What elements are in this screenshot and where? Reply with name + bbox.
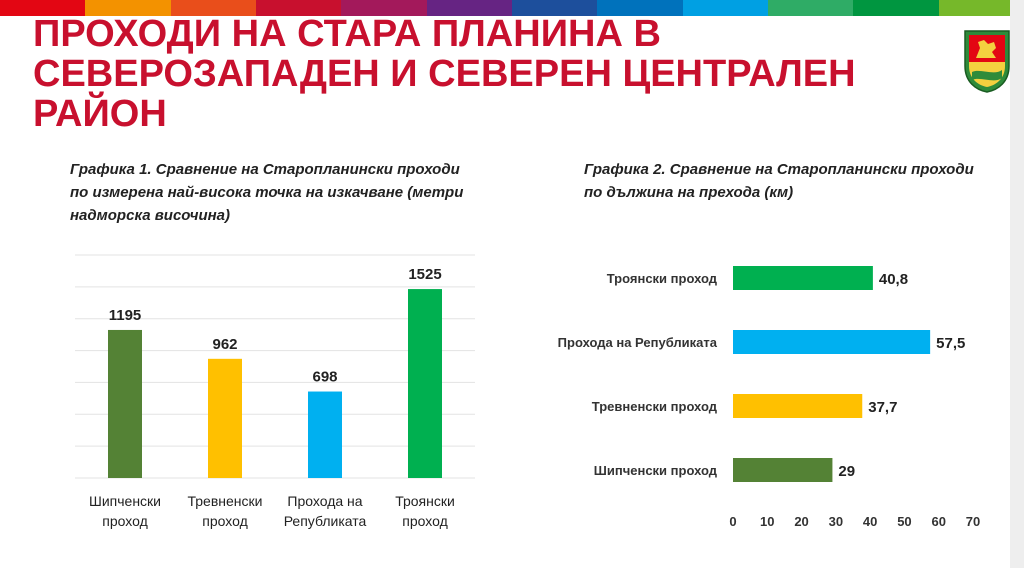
stripe-segment (426, 0, 512, 16)
category-label-2: Тревненски проход (188, 493, 263, 529)
category-label-1: Шипченски проход (89, 493, 161, 529)
bar-3 (733, 394, 863, 418)
category-label-1: Троянски проход (607, 271, 718, 286)
data-label-2: 57,5 (936, 335, 965, 352)
data-label-3: 698 (312, 369, 337, 386)
chart1-title: Графика 1. Сравнение на Старопланински п… (70, 161, 464, 224)
category-label-4: Шипченски проход (594, 463, 718, 478)
tick-label-6: 50 (897, 514, 911, 529)
data-label-4: 29 (838, 463, 855, 480)
elevation-bar-chart: 1195 Шипченски проход 962 Тревненски проход 69… (75, 254, 475, 529)
tick-label-1: 0 (729, 514, 736, 529)
stripe-segment (938, 0, 1024, 16)
bar-1 (108, 329, 142, 478)
stripe-segment (85, 0, 171, 16)
category-label-2: Прохода на Републиката (558, 335, 718, 350)
data-label-1: 1195 (109, 307, 142, 324)
data-label-1: 40,8 (879, 271, 908, 288)
stripe-segment (0, 0, 86, 16)
data-label-2: 962 (212, 336, 237, 353)
category-label-3: Прохода на Републиката (284, 493, 367, 529)
stripe-segment (511, 0, 598, 16)
slide-edge (1010, 0, 1024, 568)
bar-1 (733, 266, 873, 290)
category-label-4: Троянски проход (395, 493, 455, 529)
stripe-segment (853, 0, 939, 16)
stripe-segment (682, 0, 768, 16)
tick-label-4: 30 (829, 514, 843, 529)
chart2-title: Графика 2. Сравнение на Старопланински п… (584, 161, 974, 201)
tick-label-3: 20 (794, 514, 808, 529)
bar-4 (733, 458, 833, 482)
stripe-segment (170, 0, 256, 16)
tick-label-5: 40 (863, 514, 877, 529)
stripe-segment (255, 0, 342, 16)
stripe-segment (767, 0, 854, 16)
length-bar-chart: 40,8 Троянски проход 57,5 Прохода на Републ… (558, 266, 980, 529)
tick-label-2: 10 (760, 514, 774, 529)
category-label-3: Тревненски проход (592, 399, 718, 414)
page-title: ПРОХОДИ НА СТАРА ПЛАНИНА В СЕВЕРОЗАПАДЕН… (33, 13, 856, 135)
lion-coat-of-arms-icon (964, 30, 1010, 93)
stripe-segment (341, 0, 427, 16)
data-label-4: 1525 (408, 266, 441, 283)
bar-4 (408, 289, 442, 478)
bar-3 (308, 391, 342, 478)
bar-2 (208, 358, 242, 478)
tick-label-8: 70 (966, 514, 980, 529)
data-label-3: 37,7 (868, 399, 897, 416)
stripe-segment (597, 0, 683, 16)
tick-label-7: 60 (931, 514, 945, 529)
bar-2 (733, 330, 931, 354)
color-stripe (0, 0, 1024, 16)
